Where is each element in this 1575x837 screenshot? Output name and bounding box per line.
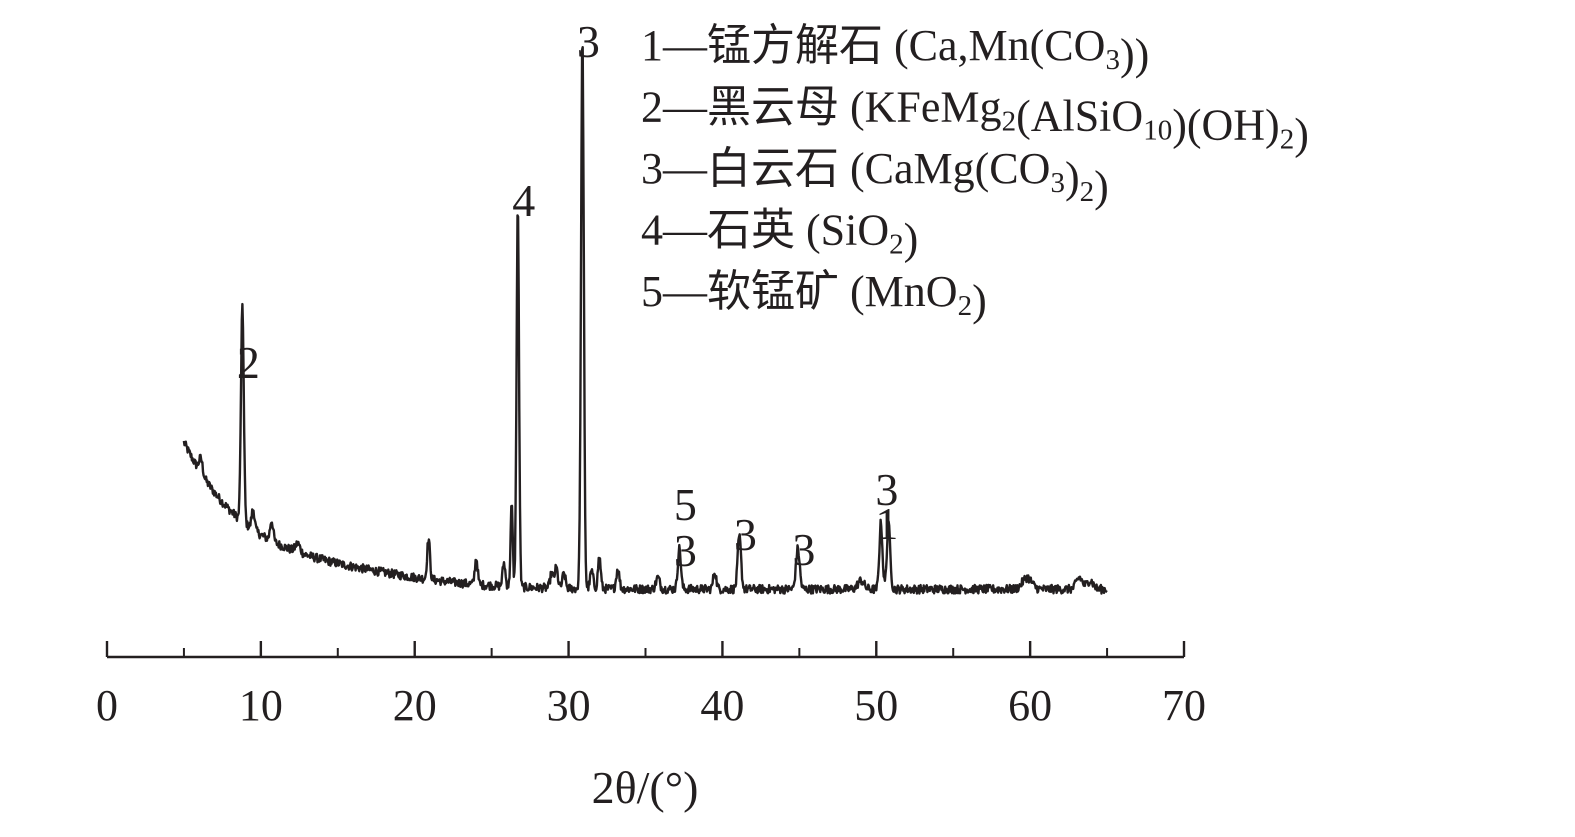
legend-formula-text: ) [904,215,919,264]
peak-label: 2 [237,337,260,388]
legend-entry-1: 1—锰方解石 (Ca,Mn(CO3)) [641,21,1149,79]
legend-formula-text: )) [1120,30,1149,79]
legend-subscript: 3 [1105,44,1120,76]
x-axis: 0 10 20 30 40 50 60 70 2θ/(°) [96,641,1206,813]
legend-entry-5: 5—软锰矿 (MnO2) [641,267,987,325]
legend-subscript: 2 [1280,124,1295,156]
peak-label: 5 [674,479,697,530]
legend-formula-text: )(OH) [1172,101,1280,150]
plot-area [182,46,1108,595]
x-tick-label-0: 0 [96,681,118,730]
legend-subscript: 2 [1080,176,1095,208]
legend-entry-label: 4—石英 [641,206,795,255]
legend-entry-label: 1—锰方解石 [641,21,883,70]
legend-formula-text: (SiO [795,206,889,255]
legend-formula-text: (Ca,Mn(CO [883,21,1105,70]
legend-formula-text: (MnO [839,267,958,316]
legend-formula-text: ) [1065,153,1080,202]
legend-entry-2: 2—黑云母 (KFeMg2(AlSiO10)(OH)2) [641,83,1309,159]
legend-subscript: 2 [958,290,973,322]
legend-entry-label: 5—软锰矿 [641,267,839,316]
legend-entry-4: 4—石英 (SiO2) [641,206,918,264]
x-tick-label-60: 60 [1008,681,1052,730]
legend: 1—锰方解石 (Ca,Mn(CO3))2—黑云母 (KFeMg2(AlSiO10… [641,21,1309,325]
legend-formula-text: (KFeMg [839,83,1002,132]
peak-label: 3 [792,524,815,575]
series-line-xrd [182,46,1108,595]
peak-label: 1 [875,498,898,549]
legend-subscript: 2 [889,229,904,261]
legend-formula-text: (AlSiO [1016,92,1143,141]
x-tick-label-30: 30 [547,681,591,730]
peak-label: 4 [512,175,535,226]
legend-entry-label: 3—白云石 [641,144,839,193]
x-tick-label-70: 70 [1162,681,1206,730]
x-tick-label-50: 50 [854,681,898,730]
legend-subscript: 2 [1002,106,1017,138]
legend-subscript: 3 [1050,167,1065,199]
x-tick-label-10: 10 [239,681,283,730]
peak-label: 3 [875,464,898,515]
x-axis-title: 2θ/(°) [592,762,699,813]
legend-subscript: 10 [1143,115,1172,147]
x-tick-label-40: 40 [700,681,744,730]
legend-formula-text: ) [972,276,987,325]
x-tick-label-20: 20 [393,681,437,730]
x-ticks: 0 10 20 30 40 50 60 70 [96,641,1206,730]
legend-formula-text: ) [1294,110,1309,159]
peak-label: 3 [674,525,697,576]
legend-entry-label: 2—黑云母 [641,83,839,132]
legend-formula-text: (CaMg(CO [839,144,1050,193]
peak-label: 3 [734,509,757,560]
legend-entry-3: 3—白云石 (CaMg(CO3)2) [641,144,1109,211]
peak-label: 3 [577,16,600,67]
legend-formula-text: ) [1094,162,1109,211]
